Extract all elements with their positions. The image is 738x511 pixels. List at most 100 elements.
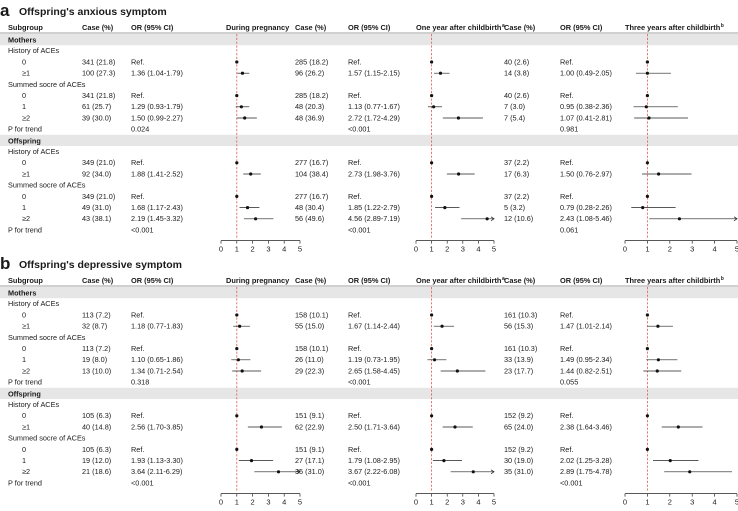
section-label-offspring: Offspring [8,136,41,145]
header-three-years: Three years after childbirth [625,276,721,285]
or-value: 1.10 (0.65-1.86) [131,355,183,364]
x-tick-label: 4 [713,498,717,507]
x-tick-label: 5 [298,245,302,254]
or-point [485,217,489,221]
p-trend-value: <0.001 [131,478,154,487]
group-label: History of ACEs [8,147,59,156]
table-row: ≥1 32 (8.7) 1.18 (0.77-1.83) 55 (15.0) 1.67 … [22,322,612,331]
case-value: 105 (6.3) [82,445,111,454]
or-value: 1.50 (0.76-2.97) [560,169,612,178]
table-row: 1 49 (31.0) 1.68 (1.17-2.43) 48 (30.4) 1.85 … [22,203,612,212]
reference-point [645,161,650,165]
case-value: 349 (21.0) [82,158,115,167]
x-tick-label: 1 [645,498,649,507]
reference-point [645,194,650,198]
or-point [243,116,247,120]
or-value: Ref. [348,57,361,66]
case-value: 29 (22.3) [295,366,324,375]
or-value: 1.13 (0.77-1.67) [348,102,400,111]
case-value: 21 (18.6) [82,467,111,476]
reference-point [430,60,434,64]
or-point [688,470,692,474]
panel-letter: a [0,1,10,20]
case-value: 19 (12.0) [82,456,111,465]
trend-row: P for trend <0.001 <0.001 <0.001 [8,478,583,487]
reference-point [645,60,650,64]
or-value: Ref. [348,445,361,454]
table-row: 0 113 (7.2) Ref. 158 (10.1) Ref. 161 (10.3) Re… [22,310,573,319]
p-trend-value: 0.061 [560,225,578,234]
reference-point [430,414,434,418]
table-row: ≥2 13 (10.0) 1.34 (0.71-2.54) 29 (22.3) 2.65… [22,366,612,375]
group-label: History of ACEs [8,299,59,308]
or-point [240,369,244,373]
x-tick-label: 3 [461,498,465,507]
reference-point [645,447,650,451]
row-level-label: 1 [22,355,26,364]
header-subgroup: Subgroup [8,23,43,32]
ci-overflow-arrow [490,216,495,222]
table-row: 0 113 (7.2) Ref. 158 (10.1) Ref. 161 (10.3) Re… [22,344,573,353]
header-footnote-mark: a [502,23,505,29]
x-tick-label: 1 [430,245,434,254]
or-value: 1.44 (0.82-2.51) [560,366,612,375]
or-value: Ref. [131,192,144,201]
or-point [668,459,672,463]
case-value: 349 (21.0) [82,192,115,201]
header-one-year: One year after childbirth [416,276,502,285]
x-tick-label: 1 [430,498,434,507]
or-value: Ref. [560,411,573,420]
case-value: 341 (21.8) [82,91,115,100]
or-point [432,105,436,109]
header-footnote-mark: b [721,276,724,282]
estimates-layer [235,60,738,222]
case-value: 62 (22.9) [295,422,324,431]
table-row: ≥1 100 (27.3) 1.36 (1.04-1.79) 96 (26.2) 1.5… [22,69,612,78]
section-label-mothers: Mothers [8,289,36,298]
header-during: During pregnancy [226,23,290,32]
case-value: 35 (31.0) [504,467,533,476]
or-value: 2.02 (1.25-3.28) [560,456,612,465]
section-label-mothers: Mothers [8,36,36,45]
x-tick-label: 1 [235,245,239,254]
or-value: Ref. [348,344,361,353]
or-value: Ref. [560,158,573,167]
case-value: 104 (38.4) [295,169,328,178]
x-tick-label: 5 [735,245,738,254]
case-value: 161 (10.3) [504,310,537,319]
or-value: 2.19 (1.45-3.32) [131,214,183,223]
reference-point [235,347,239,351]
or-value: 1.68 (1.17-2.43) [131,203,183,212]
or-value: 1.18 (0.77-1.83) [131,322,183,331]
case-value: 37 (2.2) [504,192,529,201]
x-tick-label: 2 [445,245,449,254]
table-row: ≥1 92 (34.0) 1.88 (1.41-2.52) 104 (38.4) 2.7… [22,169,612,178]
header-footnote-mark: b [721,23,724,29]
panel-title: Offspring's anxious symptom [19,6,167,18]
or-value: Ref. [348,192,361,201]
or-value: 3.64 (2.11-6.29) [131,467,182,476]
or-value: 2.72 (1.72-4.29) [348,113,400,122]
reference-point [645,347,650,351]
row-level-label: ≥1 [22,322,30,331]
reference-point [645,94,650,98]
case-value: 161 (10.3) [504,344,537,353]
reference-point [645,414,650,418]
case-value: 7 (3.0) [504,102,525,111]
row-level-label: ≥2 [22,467,30,476]
case-value: 100 (27.3) [82,69,115,78]
header-case: Case (%) [295,23,327,32]
x-tick-label: 2 [668,245,672,254]
table-row: 1 19 (12.0) 1.93 (1.13-3.30) 27 (17.1) 1.79 … [22,456,612,465]
x-tick-label: 0 [623,498,627,507]
or-value: Ref. [560,192,573,201]
trend-label: P for trend [8,225,42,234]
header-subgroup: Subgroup [8,276,43,285]
header-case: Case (%) [504,276,536,285]
case-value: 27 (17.1) [295,456,324,465]
case-value: 23 (17.7) [504,366,533,375]
or-point [254,217,258,221]
x-tick-label: 2 [251,498,255,507]
x-tick-label: 3 [266,498,270,507]
x-tick-label: 4 [713,245,717,254]
